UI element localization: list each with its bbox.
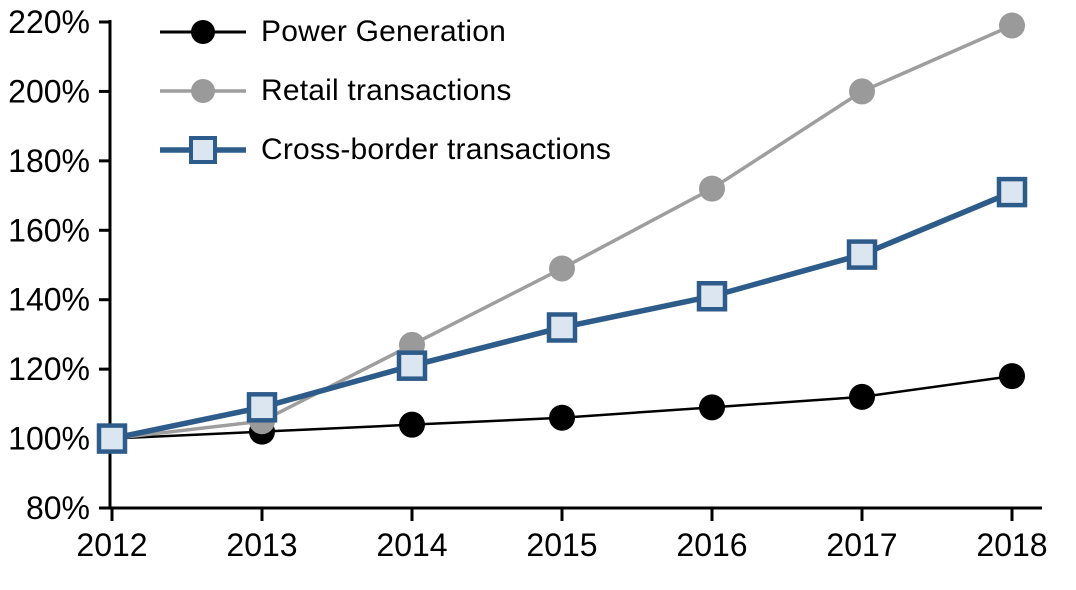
y-axis-tick-label: 80% <box>26 490 90 526</box>
data-point-cross-border-transactions-2014 <box>396 350 428 381</box>
legend-item-power-generation: Power Generation <box>160 2 611 61</box>
data-point-cross-border-transactions-2015 <box>546 312 578 343</box>
x-axis-tick-label: 2018 <box>976 527 1047 563</box>
data-point-retail-transactions-2015 <box>549 255 575 282</box>
legend-marker-retail-transactions <box>160 78 246 103</box>
legend-glyph-retail-transactions <box>191 78 215 103</box>
y-axis-tick-label: 140% <box>8 282 90 318</box>
legend-item-retail-transactions: Retail transactions <box>160 61 611 120</box>
data-point-power-generation-2018 <box>999 363 1025 390</box>
legend-glyph-power-generation <box>191 19 215 44</box>
data-point-power-generation-2016 <box>699 394 725 421</box>
x-axis-tick-label: 2017 <box>826 527 897 563</box>
data-point-power-generation-2015 <box>549 404 575 431</box>
x-axis-tick-label: 2015 <box>526 527 597 563</box>
data-point-cross-border-transactions-2017 <box>846 239 878 270</box>
y-axis-tick-label: 100% <box>8 421 90 457</box>
x-axis-tick-label: 2012 <box>76 527 147 563</box>
y-axis-tick-label: 160% <box>8 212 90 248</box>
legend-marker-cross-border-transactions <box>160 135 246 164</box>
legend-label-retail-transactions: Retail transactions <box>261 73 512 107</box>
data-point-cross-border-transactions-2016 <box>696 280 728 312</box>
data-point-cross-border-transactions-2012 <box>96 423 128 454</box>
legend: Power Generation Retail transactions Cro… <box>160 2 611 179</box>
data-point-retail-transactions-2018 <box>999 12 1025 39</box>
legend-label-power-generation: Power Generation <box>261 14 507 48</box>
y-axis-tick-label: 200% <box>8 73 90 109</box>
legend-marker-power-generation <box>160 19 246 44</box>
data-point-cross-border-transactions-2018 <box>996 176 1028 208</box>
data-point-power-generation-2014 <box>399 411 425 438</box>
data-point-power-generation-2017 <box>849 383 875 410</box>
data-point-retail-transactions-2017 <box>849 78 875 105</box>
legend-label-cross-border-transactions: Cross-border transactions <box>261 132 612 166</box>
y-axis-tick-label: 180% <box>8 143 90 179</box>
x-axis-tick-label: 2016 <box>676 527 747 563</box>
legend-item-cross-border-transactions: Cross-border transactions <box>160 120 611 179</box>
data-point-retail-transactions-2016 <box>699 175 725 202</box>
data-point-cross-border-transactions-2013 <box>246 392 278 423</box>
y-axis-tick-label: 220% <box>8 4 90 40</box>
legend-glyph-cross-border-transactions <box>189 135 217 164</box>
y-axis-tick-label: 120% <box>8 351 90 387</box>
x-axis-tick-label: 2014 <box>376 527 447 563</box>
x-axis-tick-label: 2013 <box>226 527 297 563</box>
